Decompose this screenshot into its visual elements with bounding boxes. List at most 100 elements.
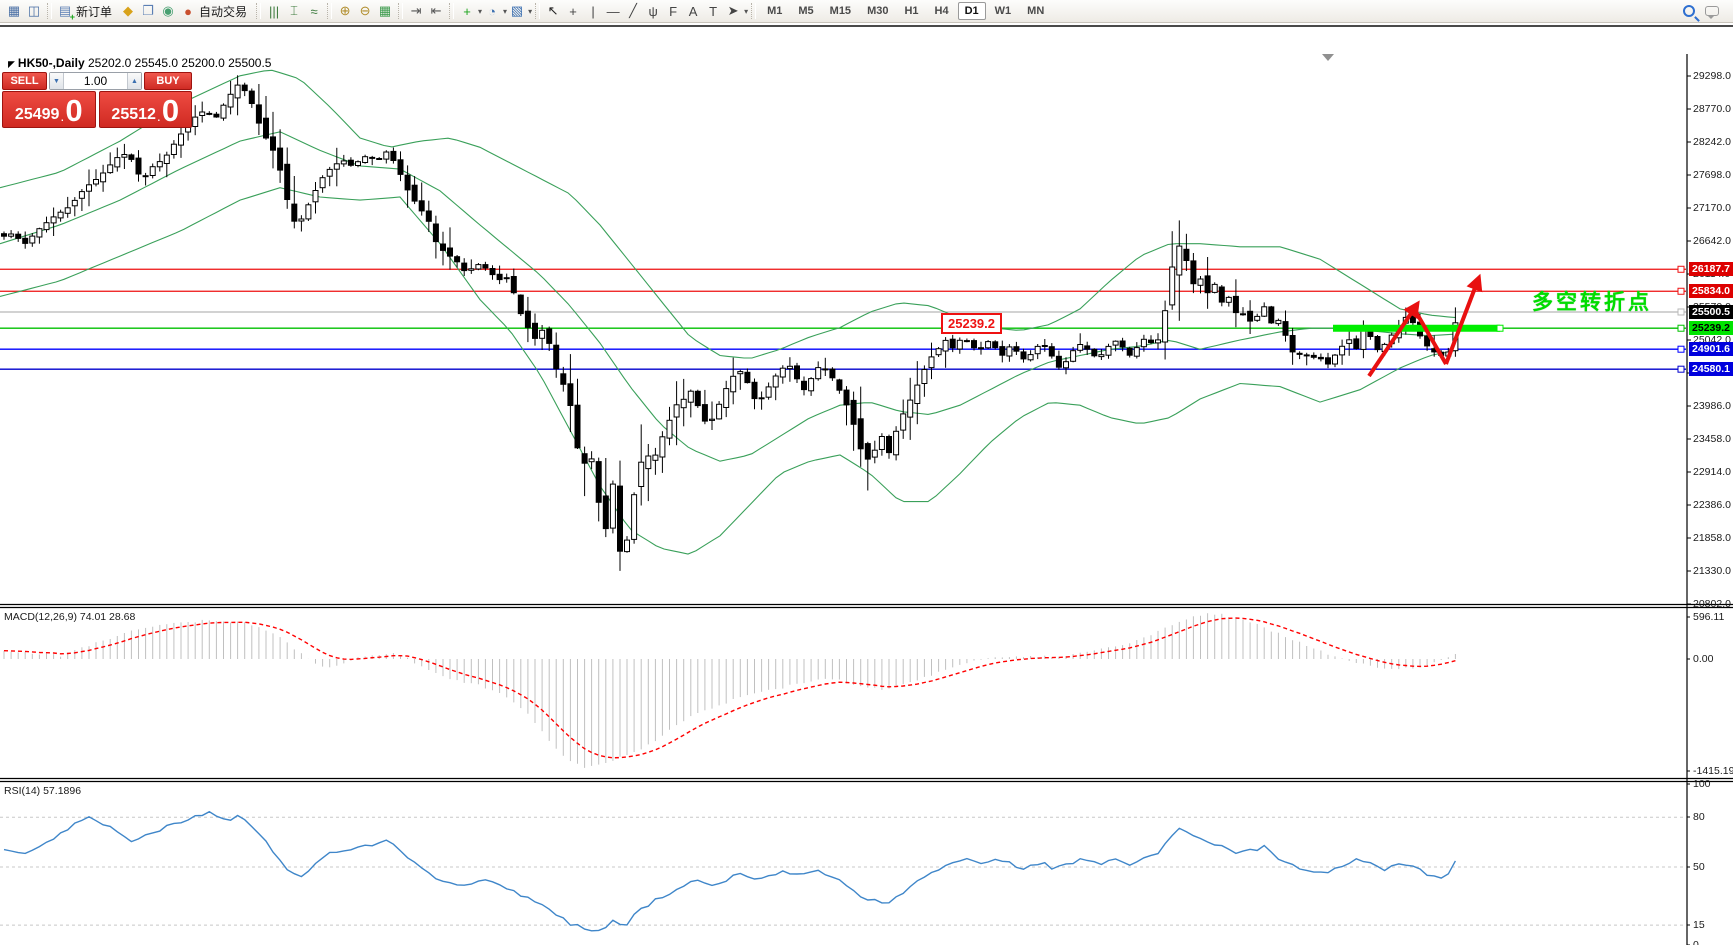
turning-point-annotation[interactable]: 多空转折点	[1532, 291, 1652, 314]
vertical-line-icon[interactable]: |	[591, 3, 595, 19]
timeframe-MN[interactable]: MN	[1027, 5, 1045, 17]
tile-windows-icon[interactable]: ▦	[378, 3, 392, 18]
zoom-in-icon[interactable]: ⊕	[339, 3, 351, 18]
toolbar-group: ⇥ ⇤	[406, 0, 446, 22]
bollinger-bands	[0, 69, 1457, 555]
text-label-icon[interactable]: T	[709, 3, 718, 19]
chevron-down-icon[interactable]: ▾	[478, 6, 483, 16]
chevron-down-icon[interactable]: ▾	[744, 6, 749, 16]
chart-window[interactable]: 29298.0 28770.0 28242.0 27698.0 27170.0 26642…	[0, 25, 1733, 945]
toolbar-group: ▦ ◫	[4, 0, 44, 22]
timeframe-W1[interactable]: W1	[994, 5, 1012, 17]
add-indicator-icon[interactable]: +	[463, 3, 471, 19]
new-order-icon-label[interactable]: 新订单	[76, 4, 113, 19]
chart-shift-marker-icon[interactable]	[1322, 54, 1334, 61]
toolbar-group: ⊕ ⊖ ▦	[335, 0, 395, 22]
buy-price-dot: .	[156, 108, 161, 124]
trendline-icon[interactable]: ╱	[629, 3, 637, 18]
toolbar-group: ▤ + 新订单 ◆ ❐ ◉ ● 自动交易	[55, 0, 253, 22]
volume-decrement-button[interactable]: ▼	[50, 73, 64, 89]
chart-canvas[interactable]	[0, 27, 1733, 945]
toolbar-group: + ▾ ◔ ▾ ▧ ▾	[457, 0, 532, 22]
timeframe-H4[interactable]: H4	[934, 5, 949, 17]
timeframe-M30[interactable]: M30	[867, 5, 889, 17]
line-chart-type-icon[interactable]: ≈	[310, 3, 318, 19]
autotrading-icon-label[interactable]: 自动交易	[199, 4, 248, 19]
charts-icon[interactable]: ▦	[7, 3, 21, 18]
buy-price-pips: 0	[161, 93, 180, 128]
toolbar-group: ↖ + | — ╱ ψ F A T ➤ ▾	[543, 0, 748, 22]
chart-shift-icon[interactable]: ⇤	[430, 3, 442, 18]
toolbar-group: ||| ⌶ ≈	[264, 0, 324, 22]
sell-button[interactable]: SELL	[2, 72, 47, 90]
horizontal-lines[interactable]	[0, 265, 1686, 373]
zigzag-arrows[interactable]	[1367, 273, 1483, 378]
plus-overlay-icon: +	[69, 12, 75, 22]
line-anchor[interactable]	[1677, 324, 1685, 332]
chevron-down-icon[interactable]: ▾	[503, 6, 508, 16]
line-anchor[interactable]	[1677, 345, 1685, 353]
line-anchor[interactable]	[1677, 287, 1685, 295]
volume-increment-button[interactable]: ▲	[127, 73, 141, 89]
bollinger-lower-band	[0, 187, 1457, 555]
cursor-icon[interactable]: ↖	[547, 3, 559, 18]
sell-price-dot: .	[60, 108, 65, 124]
rsi-panel	[0, 810, 1686, 932]
buy-button[interactable]: BUY	[144, 72, 192, 90]
period-icon[interactable]: ◔	[488, 3, 496, 19]
bollinger-middle-band	[0, 131, 1457, 462]
shapes-icon[interactable]: ➤	[727, 3, 739, 18]
toolbar-separator	[751, 3, 757, 19]
line-anchor[interactable]	[1677, 265, 1685, 273]
text-icon[interactable]: A	[688, 3, 698, 19]
buy-price-main: 25512	[111, 106, 156, 123]
line-anchor[interactable]	[1677, 365, 1685, 373]
volume-value[interactable]: 1.00	[83, 74, 108, 88]
symbol-period-label: HK50-,Daily	[17, 56, 85, 70]
toolbar-separator	[449, 3, 455, 19]
volume-input[interactable]: ▼ 1.00 ▲	[49, 72, 142, 90]
timeframe-M15[interactable]: M15	[829, 5, 852, 17]
rsi-indicator-label: RSI(14) 57.1896	[4, 785, 82, 797]
toolbar-separator	[535, 3, 541, 19]
timeframe-M1[interactable]: M1	[767, 5, 783, 17]
line-anchor[interactable]	[1496, 324, 1504, 332]
window-corner-icon: ◤	[8, 59, 15, 69]
down-stroke[interactable]	[1414, 311, 1448, 365]
fibonacci-icon[interactable]: F	[669, 3, 678, 19]
market-watch-icon[interactable]: ◆	[123, 3, 134, 18]
ohlc-readout: 25202.0 25545.0 25200.0 25500.5	[87, 56, 272, 70]
sell-price-pips: 0	[65, 93, 83, 128]
signals-icon[interactable]: ◉	[162, 3, 174, 18]
new-order-icon[interactable]: ▤ +	[58, 3, 75, 22]
search-icon[interactable]	[1683, 5, 1695, 17]
window-search-icon[interactable]: ◫	[27, 3, 41, 18]
line-anchor[interactable]	[1677, 308, 1685, 316]
timeframe-H1[interactable]: H1	[904, 5, 919, 17]
sell-price-main: 25499	[14, 106, 60, 123]
chart-title: ◤ HK50-,Daily 25202.0 25545.0 25200.0 255…	[8, 56, 271, 70]
macd-panel	[3, 613, 1456, 768]
candlestick-type-icon[interactable]: ⌶	[290, 3, 298, 18]
up-arrow[interactable]	[1367, 300, 1420, 378]
price-callout[interactable]: 25239.2	[941, 313, 1002, 334]
chevron-down-icon[interactable]: ▾	[528, 6, 533, 16]
timeframe-D1[interactable]: D1	[957, 2, 986, 20]
crosshair-icon[interactable]: +	[569, 3, 577, 19]
toolbar-separator	[327, 3, 333, 19]
sell-price-display[interactable]: 25499. 0	[2, 91, 96, 128]
up-arrow[interactable]	[1444, 273, 1483, 365]
zoom-out-icon[interactable]: ⊖	[359, 3, 371, 18]
autotrading-icon[interactable]: ●	[184, 3, 192, 19]
horizontal-line-icon[interactable]: —	[606, 3, 620, 19]
template-icon[interactable]: ▧	[510, 3, 524, 18]
auto-scroll-icon[interactable]: ⇥	[410, 3, 422, 18]
data-window-icon[interactable]: ❐	[142, 3, 154, 18]
bar-chart-type-icon[interactable]: |||	[268, 3, 280, 19]
macd-signal-line	[3, 617, 1456, 759]
chat-icon[interactable]	[1705, 6, 1719, 19]
pitchfork-icon[interactable]: ψ	[648, 3, 658, 19]
timeframe-M5[interactable]: M5	[798, 5, 814, 17]
buy-price-display[interactable]: 25512. 0	[98, 91, 192, 128]
